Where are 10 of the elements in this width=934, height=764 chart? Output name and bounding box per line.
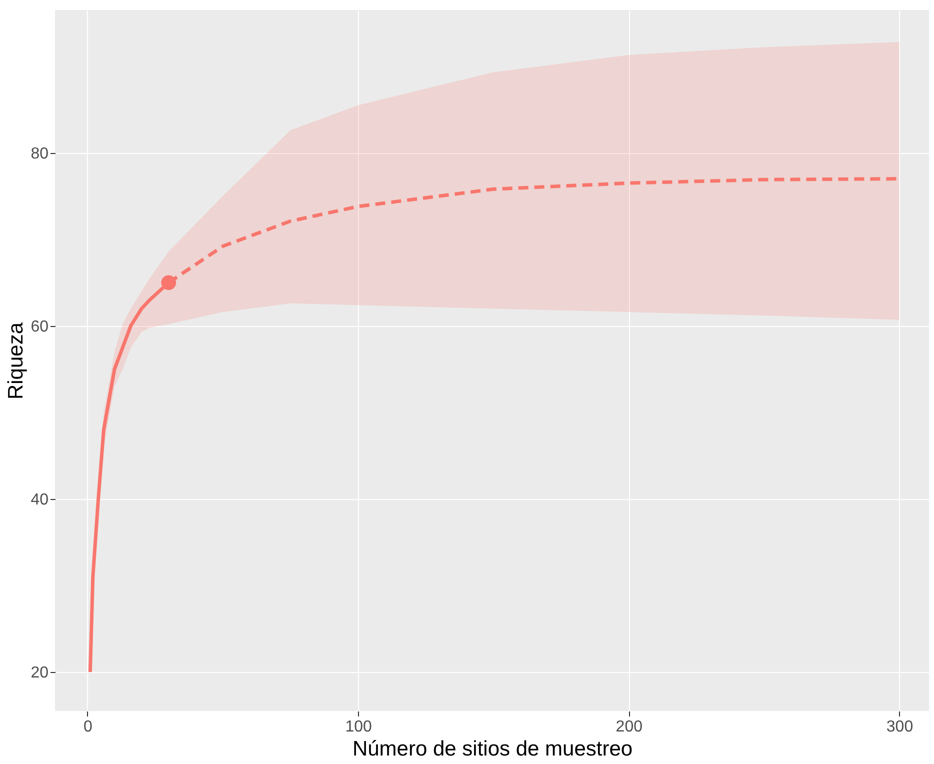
x-tick-label: 100 <box>345 718 372 736</box>
x-axis-title: Número de sitios de muestreo <box>352 738 633 760</box>
x-tick-label: 200 <box>616 718 643 736</box>
y-tick-label: 60 <box>30 318 49 336</box>
x-tick-label: 300 <box>886 718 914 736</box>
y-axis-title: Riqueza <box>4 322 28 400</box>
y-tick-label: 80 <box>30 145 49 162</box>
y-tick-label: 20 <box>30 664 49 682</box>
x-tick-label: 0 <box>84 718 93 736</box>
y-tick-label: 40 <box>30 491 49 508</box>
